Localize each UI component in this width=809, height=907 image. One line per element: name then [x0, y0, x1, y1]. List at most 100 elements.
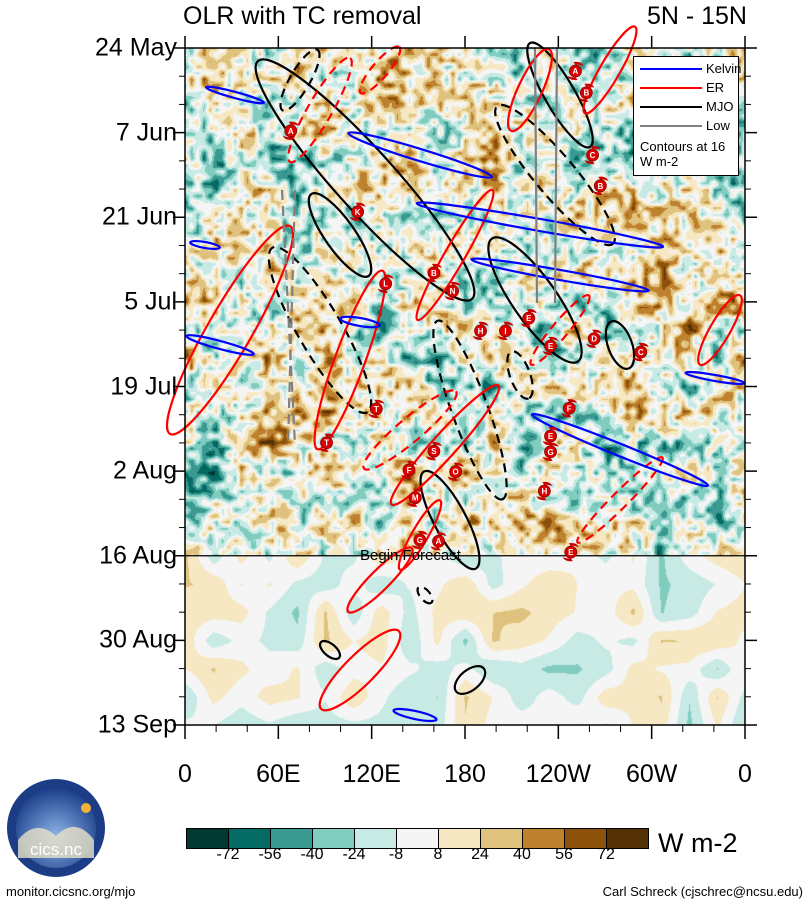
storm-label: E [568, 548, 574, 557]
storm-label: H [478, 327, 484, 336]
colorbar-label: -72 [216, 846, 240, 863]
cyclone-icon [578, 83, 595, 102]
cyclone-icon [542, 442, 559, 461]
legend-label: Kelvin [706, 61, 742, 76]
mjo-contour [307, 192, 373, 278]
tropical-cyclone-marker: K [349, 202, 366, 221]
er-contour [506, 47, 554, 133]
storm-label: T [324, 439, 329, 448]
storm-label: D [591, 335, 597, 344]
er-contour [397, 499, 443, 571]
mjo-contour [416, 585, 434, 605]
tropical-cyclone-marker: A [567, 61, 584, 81]
colorbar-label: 56 [555, 846, 573, 863]
colorbar-swatch [481, 829, 523, 848]
storm-label: T [374, 405, 379, 414]
er-contour [318, 628, 402, 712]
x-tick-label: 0 [738, 760, 752, 788]
cyclone-icon [544, 429, 557, 443]
er-contour [346, 546, 414, 614]
mjo-contour [526, 41, 594, 149]
storm-label: G [547, 448, 553, 457]
cyclone-icon [632, 342, 649, 362]
mjo-contour [506, 350, 534, 400]
cyclone-icon [369, 402, 383, 416]
cyclone-icon [351, 205, 365, 219]
er-contour [582, 25, 638, 115]
er-contour [576, 456, 664, 544]
kelvin-contour [185, 334, 255, 356]
footer-credit: Carl Schreck (cjschrec@ncsu.edu) [602, 884, 803, 899]
colorbar-label: 72 [597, 846, 615, 863]
tropical-cyclone-marker: B [425, 263, 442, 283]
storm-label: C [590, 151, 596, 160]
cyclone-icon [586, 148, 599, 162]
kelvin-contour [470, 257, 650, 293]
legend-label: MJO [706, 99, 734, 114]
colorbar-swatch [397, 829, 439, 848]
low-contour [280, 189, 297, 446]
tropical-cyclone-marker: B [578, 83, 595, 102]
cyclone-icon [562, 401, 576, 415]
storm-label: N [450, 287, 456, 296]
er-contour [362, 389, 458, 471]
colorbar-swatch [439, 829, 481, 848]
cyclone-icon [282, 121, 299, 140]
y-tick-label: 7 Jun [115, 118, 177, 147]
cyclone-icon [449, 465, 463, 479]
y-tick-label: 24 May [95, 33, 177, 62]
colorbar-swatch [607, 829, 648, 848]
mjo-contour [604, 320, 636, 370]
cyclone-icon [427, 266, 441, 280]
legend-low: Low [640, 118, 730, 133]
legend-mjo: MJO [640, 99, 733, 114]
cyclone-icon [587, 332, 601, 346]
cyclone-icon [349, 202, 366, 221]
er-contour [287, 56, 353, 164]
tropical-cyclone-marker: B [592, 176, 609, 195]
colorbar-label: -8 [388, 846, 404, 863]
cyclone-icon [592, 176, 609, 195]
y-tick-label: 13 Sep [97, 710, 177, 739]
kelvin-contour [189, 239, 221, 251]
cyclone-icon [425, 263, 442, 283]
mjo-contour [318, 639, 342, 661]
tropical-cyclone-marker: T [318, 433, 335, 452]
legend: Kelvin ER MJO Low Contours at 16 W m-2 [633, 56, 741, 176]
cyclone-icon [542, 336, 559, 356]
er-contour [165, 224, 295, 436]
mjo-contour [453, 665, 487, 695]
storm-label: F [407, 466, 412, 475]
colorbar-swatch [565, 829, 607, 848]
legend-kelvin: Kelvin [640, 61, 741, 76]
x-tick-label: 120E [342, 760, 401, 788]
tropical-cyclone-marker: T [368, 399, 385, 419]
cyclone-icon [379, 277, 393, 291]
er-contour [389, 383, 501, 507]
cyclone-icon [520, 309, 537, 328]
legend-swatch [640, 124, 702, 127]
storm-label: G [417, 536, 423, 545]
tropical-cyclone-marker: E [562, 542, 579, 562]
kelvin-contour [204, 85, 266, 105]
er-contour [313, 269, 387, 451]
footer-url: monitor.cicsnc.org/mjo [6, 884, 136, 899]
storm-label: C [638, 348, 644, 357]
storm-label: A [573, 67, 579, 76]
mjo-contour [254, 58, 476, 302]
colorbar-units: W m-2 [658, 828, 738, 858]
tropical-cyclone-marker: C [584, 145, 601, 165]
cyclone-icon [413, 533, 427, 547]
colorbar-label: 40 [513, 846, 531, 863]
storm-label: E [526, 314, 532, 323]
colorbar-label: -24 [342, 846, 366, 863]
y-tick-label: 5 Jul [124, 287, 177, 316]
mjo-contour [494, 103, 616, 247]
tropical-cyclone-marker: F [401, 460, 417, 480]
tropical-cyclone-marker: H [472, 321, 489, 341]
cyclone-icon [432, 534, 445, 548]
chart-title: OLR with TC removal [183, 2, 422, 30]
cyclone-icon [567, 61, 584, 81]
